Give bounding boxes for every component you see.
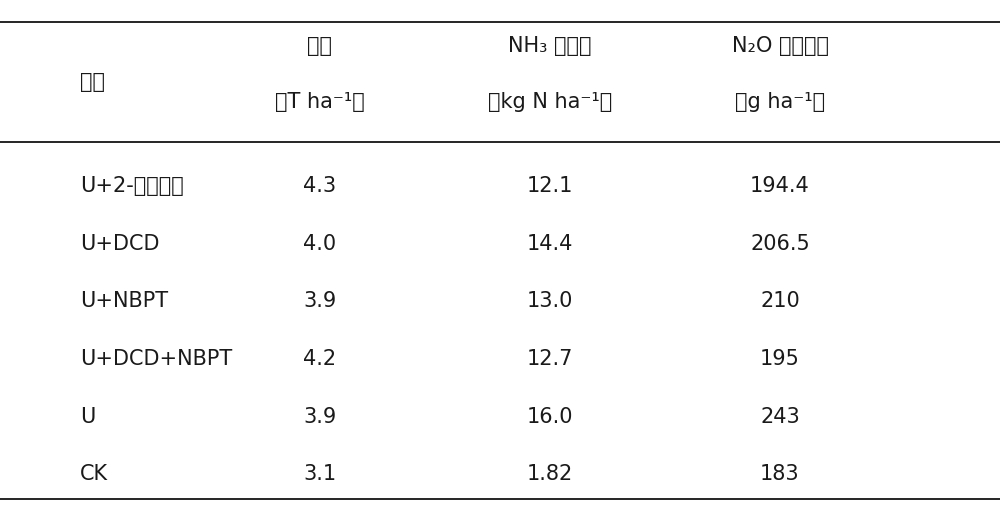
Text: 3.9: 3.9 bbox=[303, 291, 337, 311]
Text: 206.5: 206.5 bbox=[750, 233, 810, 253]
Text: 处理: 处理 bbox=[80, 71, 105, 92]
Text: （g ha⁻¹）: （g ha⁻¹） bbox=[735, 92, 825, 112]
Text: 3.9: 3.9 bbox=[303, 406, 337, 426]
Text: 183: 183 bbox=[760, 463, 800, 484]
Text: 210: 210 bbox=[760, 291, 800, 311]
Text: CK: CK bbox=[80, 463, 108, 484]
Text: U: U bbox=[80, 406, 95, 426]
Text: 12.1: 12.1 bbox=[527, 176, 573, 196]
Text: 4.0: 4.0 bbox=[303, 233, 337, 253]
Text: 4.2: 4.2 bbox=[303, 348, 337, 369]
Text: 16.0: 16.0 bbox=[527, 406, 573, 426]
Text: （T ha⁻¹）: （T ha⁻¹） bbox=[275, 92, 365, 112]
Text: 1.82: 1.82 bbox=[527, 463, 573, 484]
Text: 13.0: 13.0 bbox=[527, 291, 573, 311]
Text: 14.4: 14.4 bbox=[527, 233, 573, 253]
Text: U+NBPT: U+NBPT bbox=[80, 291, 168, 311]
Text: NH₃ 挥发量: NH₃ 挥发量 bbox=[508, 36, 592, 56]
Text: U+DCD: U+DCD bbox=[80, 233, 160, 253]
Text: U+2-环戊烯锐: U+2-环戊烯锐 bbox=[80, 176, 184, 196]
Text: N₂O 总排放量: N₂O 总排放量 bbox=[732, 36, 828, 56]
Text: U+DCD+NBPT: U+DCD+NBPT bbox=[80, 348, 232, 369]
Text: 3.1: 3.1 bbox=[303, 463, 337, 484]
Text: 12.7: 12.7 bbox=[527, 348, 573, 369]
Text: 194.4: 194.4 bbox=[750, 176, 810, 196]
Text: 195: 195 bbox=[760, 348, 800, 369]
Text: 4.3: 4.3 bbox=[303, 176, 337, 196]
Text: （kg N ha⁻¹）: （kg N ha⁻¹） bbox=[488, 92, 612, 112]
Text: 243: 243 bbox=[760, 406, 800, 426]
Text: 产量: 产量 bbox=[308, 36, 332, 56]
